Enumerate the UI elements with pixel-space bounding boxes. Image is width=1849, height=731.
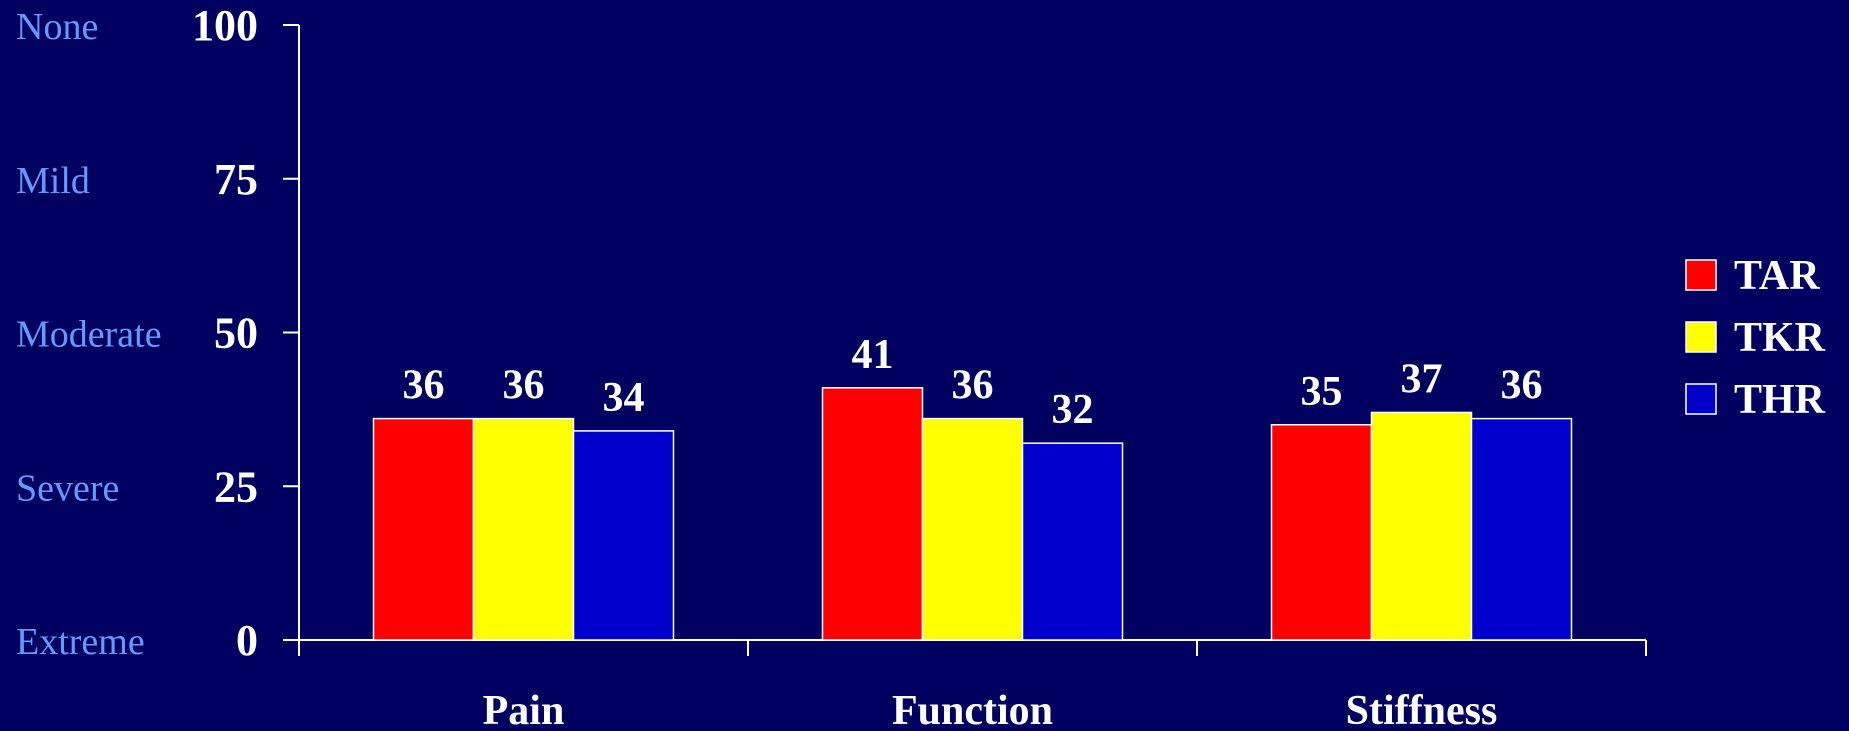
x-tick-label: Stiffness	[1346, 688, 1498, 731]
severity-label: None	[16, 6, 98, 48]
legend: TAR TKR THR	[1685, 253, 1826, 423]
legend-swatch-tkr	[1685, 321, 1717, 353]
y-axis-ticks: 0 25 50 75 100	[192, 1, 299, 665]
legend-label-tkr: TKR	[1734, 315, 1826, 361]
data-labels: 36 36 34 41 36 32 35 37 36	[403, 332, 1543, 433]
bar-thr-pain	[572, 430, 675, 641]
legend-label-tar: TAR	[1734, 253, 1820, 299]
legend-swatch-thr	[1685, 383, 1717, 415]
bar-tkr-function	[921, 417, 1024, 641]
x-tick-label: Pain	[483, 688, 565, 731]
y-tick-label: 100	[192, 1, 258, 50]
bars	[372, 387, 1573, 641]
severity-label: Mild	[16, 160, 90, 202]
legend-label-thr: THR	[1734, 377, 1826, 423]
bar-tar-function	[821, 387, 924, 641]
data-label: 36	[1501, 363, 1543, 409]
bar-thr-function	[1021, 442, 1124, 641]
data-label: 37	[1401, 356, 1443, 402]
bar-thr-stiffness	[1470, 417, 1573, 641]
severity-labels: None Mild Moderate Severe Extreme	[16, 6, 162, 663]
x-tick-label: Function	[892, 688, 1053, 731]
x-axis-labels: Pain Function Stiffness	[483, 688, 1498, 731]
severity-label: Severe	[16, 467, 119, 509]
severity-label: Extreme	[16, 621, 145, 663]
severity-label: Moderate	[16, 314, 162, 356]
bar-tar-pain	[372, 417, 475, 641]
bar-tar-stiffness	[1270, 424, 1373, 641]
y-tick-label: 0	[236, 616, 258, 665]
bar-tkr-pain	[472, 417, 575, 641]
data-label: 36	[952, 363, 994, 409]
data-label: 35	[1301, 369, 1343, 415]
data-label: 36	[503, 363, 545, 409]
data-label: 34	[603, 375, 645, 421]
y-tick-label: 25	[214, 462, 258, 511]
data-label: 41	[852, 332, 894, 378]
y-tick-label: 75	[214, 155, 258, 204]
y-tick-label: 50	[214, 309, 258, 358]
data-label: 32	[1052, 387, 1094, 433]
legend-swatch-tar	[1685, 259, 1717, 291]
bar-tkr-stiffness	[1370, 411, 1473, 641]
data-label: 36	[403, 363, 445, 409]
